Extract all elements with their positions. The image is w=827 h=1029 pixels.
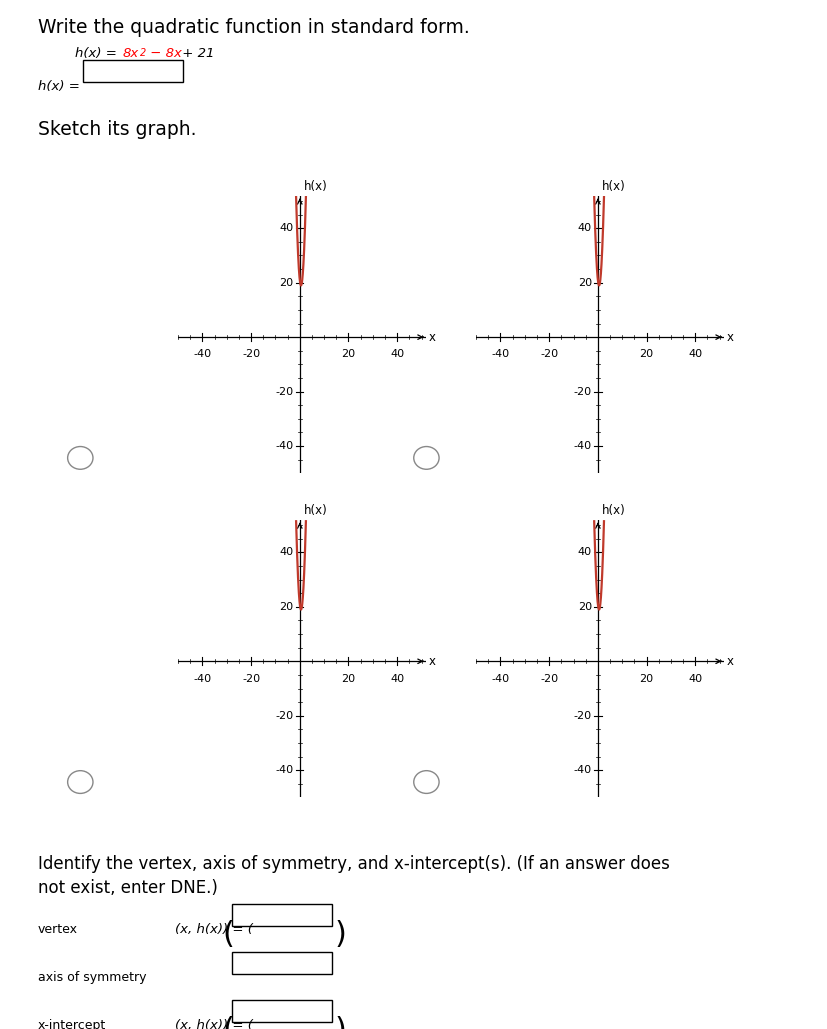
- Text: h(x): h(x): [303, 180, 327, 192]
- Text: 20: 20: [341, 674, 355, 683]
- Text: Write the quadratic function in standard form.: Write the quadratic function in standard…: [38, 17, 469, 37]
- Text: 40: 40: [577, 547, 591, 558]
- Text: h(x): h(x): [600, 504, 624, 517]
- Text: 20: 20: [280, 602, 294, 612]
- Text: x: x: [428, 654, 435, 668]
- Text: vertex: vertex: [38, 923, 78, 936]
- Text: 20: 20: [638, 674, 653, 683]
- Text: -20: -20: [573, 387, 591, 396]
- Text: -40: -40: [275, 766, 294, 775]
- Text: -40: -40: [573, 441, 591, 451]
- Text: h(x) =: h(x) =: [38, 80, 79, 93]
- Text: ): ): [335, 920, 347, 949]
- Bar: [232, 904, 332, 926]
- Text: 20: 20: [341, 350, 355, 359]
- Text: (x, h(x)) = (: (x, h(x)) = (: [174, 923, 252, 936]
- Text: -40: -40: [275, 441, 294, 451]
- Text: -20: -20: [539, 674, 557, 683]
- Text: 2: 2: [140, 48, 146, 58]
- Text: -20: -20: [573, 711, 591, 720]
- Text: 20: 20: [280, 278, 294, 288]
- Text: -40: -40: [193, 350, 211, 359]
- Text: 8x: 8x: [123, 47, 139, 60]
- Text: axis of symmetry: axis of symmetry: [38, 971, 146, 984]
- Text: -40: -40: [490, 674, 509, 683]
- Text: 40: 40: [577, 223, 591, 234]
- Text: -20: -20: [275, 387, 294, 396]
- Text: x-intercept: x-intercept: [38, 1019, 106, 1029]
- Text: 40: 40: [280, 547, 294, 558]
- Bar: [83, 60, 183, 82]
- Text: + 21: + 21: [178, 47, 214, 60]
- Text: -20: -20: [539, 350, 557, 359]
- Text: -20: -20: [275, 711, 294, 720]
- Text: -40: -40: [193, 674, 211, 683]
- Text: 40: 40: [687, 674, 701, 683]
- Text: 40: 40: [280, 223, 294, 234]
- Bar: [232, 1000, 332, 1022]
- Bar: [232, 952, 332, 974]
- Text: (x, h(x)) = (: (x, h(x)) = (: [174, 1019, 252, 1029]
- Text: (: (: [222, 1016, 233, 1029]
- Text: h(x) =: h(x) =: [75, 47, 121, 60]
- Text: -20: -20: [241, 674, 260, 683]
- Text: x: x: [726, 330, 733, 344]
- Text: (: (: [222, 920, 233, 949]
- Text: ): ): [335, 1016, 347, 1029]
- Text: 20: 20: [577, 602, 591, 612]
- Text: Sketch its graph.: Sketch its graph.: [38, 120, 196, 139]
- Text: -40: -40: [573, 766, 591, 775]
- Text: -40: -40: [490, 350, 509, 359]
- Text: h(x): h(x): [303, 504, 327, 517]
- Text: x: x: [428, 330, 435, 344]
- Text: 20: 20: [638, 350, 653, 359]
- Text: 40: 40: [390, 350, 404, 359]
- Text: 40: 40: [687, 350, 701, 359]
- Text: x: x: [726, 654, 733, 668]
- Text: -20: -20: [241, 350, 260, 359]
- Text: not exist, enter DNE.): not exist, enter DNE.): [38, 879, 218, 897]
- Text: 40: 40: [390, 674, 404, 683]
- Text: h(x): h(x): [600, 180, 624, 192]
- Text: 20: 20: [577, 278, 591, 288]
- Text: Identify the vertex, axis of symmetry, and x-intercept(s). (If an answer does: Identify the vertex, axis of symmetry, a…: [38, 855, 669, 873]
- Text: − 8x: − 8x: [146, 47, 182, 60]
